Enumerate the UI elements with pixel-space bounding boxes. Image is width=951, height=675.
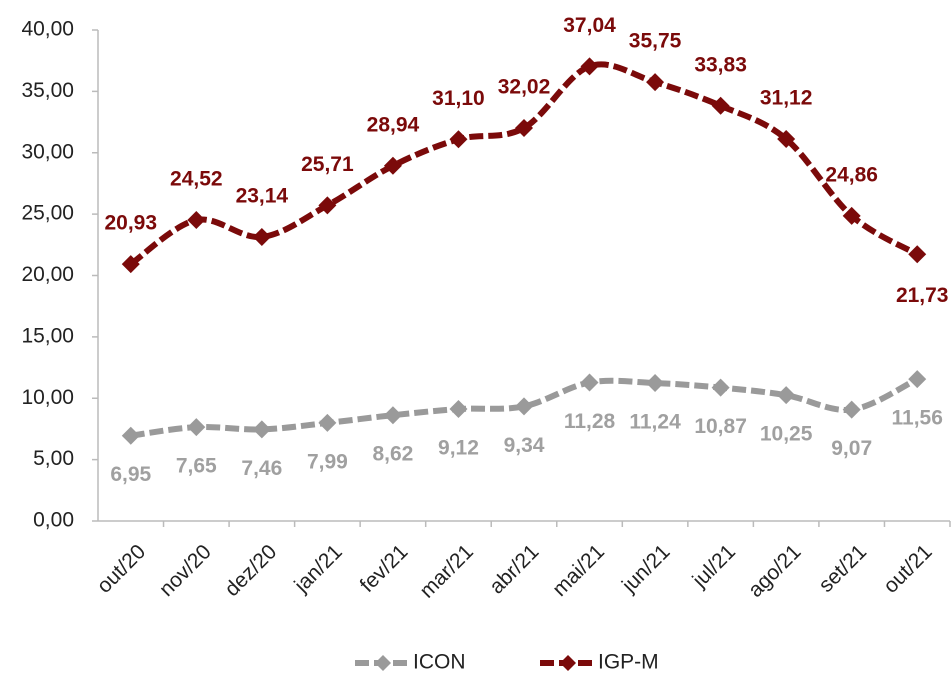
point: [318, 413, 337, 432]
point: [646, 73, 665, 92]
point: [515, 397, 533, 416]
x-tick-label: fev/21: [356, 540, 413, 597]
x-tick-label: ago/21: [744, 540, 806, 602]
data-label: 7,46: [241, 457, 282, 480]
legend-marker: [375, 655, 391, 671]
point: [121, 426, 140, 445]
point: [187, 211, 206, 230]
data-label: 21,73: [896, 284, 949, 307]
point: [449, 130, 468, 149]
data-label: 8,62: [372, 443, 413, 466]
point: [908, 370, 927, 389]
x-tick-label: set/21: [814, 540, 871, 597]
point: [842, 400, 861, 419]
data-label: 11,56: [892, 407, 943, 430]
y-tick-label: 25,00: [21, 202, 74, 225]
x-tick-label: jul/21: [688, 540, 740, 592]
data-label: 10,25: [760, 423, 813, 446]
point: [252, 227, 271, 246]
x-tick-label: jan/21: [289, 540, 346, 597]
y-tick-label: 0,00: [33, 509, 74, 532]
y-tick-label: 35,00: [21, 79, 74, 102]
data-label: 9,12: [438, 437, 479, 460]
data-label: 37,04: [563, 14, 616, 37]
y-tick-label: 30,00: [21, 140, 74, 163]
y-tick-label: 20,00: [21, 263, 74, 286]
y-tick-label: 15,00: [21, 324, 74, 347]
point: [646, 374, 665, 393]
data-label: 7,99: [307, 450, 348, 473]
point: [580, 57, 599, 76]
x-tick-label: nov/20: [155, 540, 216, 601]
y-tick-label: 40,00: [21, 18, 74, 41]
point: [777, 386, 796, 405]
point: [121, 255, 140, 274]
point: [908, 245, 927, 264]
data-label: 33,83: [694, 53, 747, 76]
y-tick-label: 10,00: [21, 386, 74, 409]
data-label: 20,93: [104, 212, 157, 235]
x-tick-label: out/20: [93, 540, 151, 598]
point: [187, 418, 206, 437]
point: [842, 206, 861, 225]
data-label: 24,86: [825, 163, 878, 186]
point: [383, 406, 402, 425]
point: [252, 420, 271, 439]
point: [515, 118, 533, 137]
legend-label: ICON: [413, 651, 466, 674]
point: [318, 196, 337, 215]
data-label: 10,87: [694, 415, 747, 438]
point: [711, 96, 730, 115]
legend-marker: [560, 655, 576, 671]
data-label: 6,95: [110, 463, 151, 486]
data-label: 28,94: [367, 113, 420, 136]
data-label: 24,52: [170, 168, 223, 191]
data-label: 9,07: [831, 437, 872, 460]
data-label: 7,65: [176, 455, 217, 478]
data-label: 11,24: [629, 411, 681, 434]
data-label: 31,12: [760, 87, 813, 110]
x-tick-label: mar/21: [415, 540, 477, 602]
data-label: 11,28: [564, 410, 616, 433]
data-label: 32,02: [498, 76, 551, 99]
data-label: 25,71: [301, 153, 354, 176]
x-tick-label: abr/21: [485, 540, 543, 598]
point: [449, 400, 468, 419]
point: [383, 156, 402, 175]
data-label: 35,75: [629, 30, 682, 53]
point: [711, 378, 730, 397]
data-label: 23,14: [236, 185, 289, 208]
x-tick-label: mai/21: [548, 540, 609, 601]
point: [777, 130, 796, 149]
x-tick-label: jun/21: [617, 540, 674, 597]
x-tick-label: dez/20: [220, 540, 281, 601]
data-label: 9,34: [504, 434, 545, 457]
point: [580, 373, 599, 392]
data-label: 31,10: [432, 87, 485, 110]
y-tick-label: 5,00: [33, 447, 74, 470]
x-tick-label: out/21: [879, 540, 937, 598]
legend-label: IGP-M: [598, 651, 659, 674]
